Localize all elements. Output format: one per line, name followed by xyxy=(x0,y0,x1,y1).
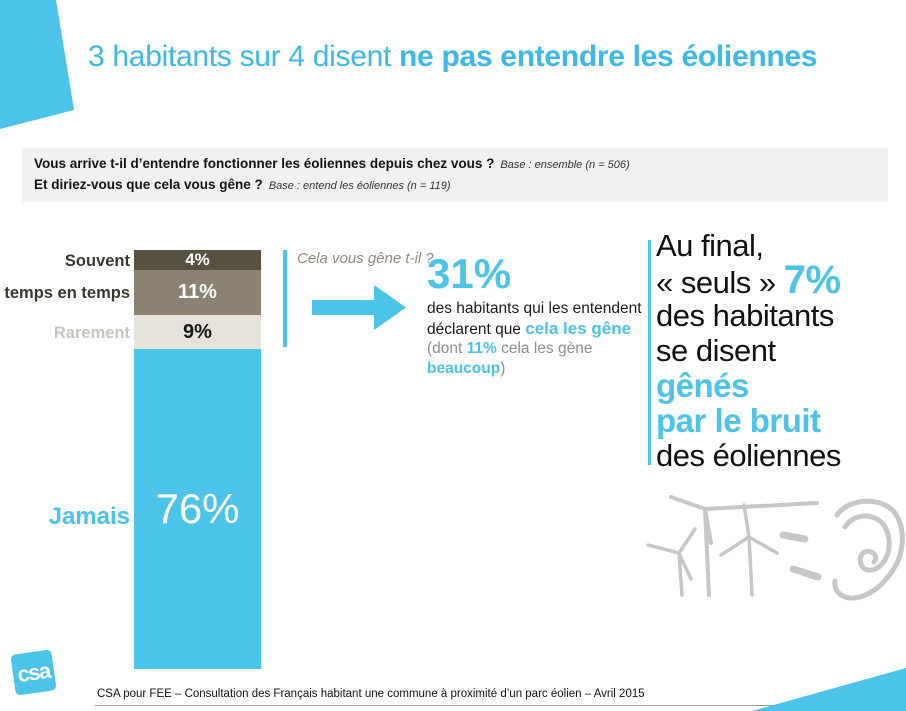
category-label-de-temps-en-temps: De temps en temps xyxy=(0,284,130,302)
csa-logo: csa xyxy=(10,649,57,696)
footer-divider xyxy=(95,705,906,706)
stat-11: 11% xyxy=(466,340,497,357)
conclusion-line-5: gênés xyxy=(656,367,749,404)
question-1: Vous arrive t-il d’entendre fonctionner … xyxy=(34,156,495,171)
divider-line-left xyxy=(283,250,287,347)
conclusion-line-1: Au final, xyxy=(656,228,764,263)
title-bold: ne pas entendre les éoliennes xyxy=(399,40,818,73)
sound-waves-icon xyxy=(779,531,822,581)
mid-line-3-pre: (dont xyxy=(427,340,467,357)
category-label-rarement: Rarement xyxy=(53,324,130,342)
category-label-souvent: Souvent xyxy=(64,252,130,270)
wind-turbines-ear-icon xyxy=(646,495,905,601)
bar-segment-de-temps-en-temps: 11% xyxy=(134,270,261,315)
question-2-base: Base : entend les éoliennes (n = 119) xyxy=(268,180,451,192)
mid-line-4: beaucoup) xyxy=(427,359,647,379)
bar-segment-jamais: 76% xyxy=(134,349,261,669)
conclusion-line-2: « seuls » 7% xyxy=(656,260,841,300)
ear-icon xyxy=(832,498,905,601)
conclusion-line-2-pre: « seuls » xyxy=(656,265,784,300)
stat-7: 7% xyxy=(783,258,841,302)
mid-line-4-highlight: beaucoup xyxy=(427,359,501,377)
question-line-1: Vous arrive t-il d’entendre fonctionner … xyxy=(34,155,888,173)
mid-line-2-highlight: cela les gêne xyxy=(525,318,632,338)
title-regular: 3 habitants sur 4 disent xyxy=(88,40,400,73)
wind-turbine-icon xyxy=(646,527,697,597)
question-1-base: Base : ensemble (n = 506) xyxy=(500,159,630,171)
right-arrow-icon xyxy=(312,285,406,330)
conclusion-line-4: se disent xyxy=(656,333,776,368)
stacked-bar: 4% 11% 9% 76% xyxy=(134,250,261,669)
question-line-2: Et diriez-vous que cela vous gêne ? Base … xyxy=(34,176,888,194)
bar-segment-souvent: 4% xyxy=(134,250,261,270)
divider-line-right xyxy=(648,240,651,465)
mid-line-3-post: cela les gène xyxy=(496,340,593,357)
category-label-jamais: Jamais xyxy=(48,503,130,530)
question-box: Vous arrive t-il d’entendre fonctionner … xyxy=(22,148,888,202)
bar-segment-rarement: 9% xyxy=(134,315,261,349)
conclusion-line-6: par le bruit xyxy=(656,402,821,439)
corner-accent-shape xyxy=(0,0,74,129)
conclusion-line-3: des habitants xyxy=(656,298,834,333)
mid-line-1: des habitants qui les entendent xyxy=(427,300,642,317)
conclusion-line-7: des éoliennes xyxy=(656,438,841,473)
page-title: 3 habitants sur 4 disent ne pas entendre… xyxy=(88,40,817,74)
mid-line-3: (dont 11% cela les gène xyxy=(427,339,647,359)
middle-question: Cela vous gêne t-il ? xyxy=(297,250,434,267)
mid-line-4-post: ) xyxy=(500,359,506,377)
wind-turbine-icon xyxy=(719,503,779,597)
question-2: Et diriez-vous que cela vous gêne ? xyxy=(34,177,263,192)
conclusion-block: Au final, « seuls » 7% des habitants se … xyxy=(656,228,841,473)
footer-source: CSA pour FEE – Consultation des Français… xyxy=(97,688,645,700)
middle-stat-block: 31% des habitants qui les entendent décl… xyxy=(427,252,647,407)
mid-line-2-pre: déclarent que xyxy=(427,320,526,338)
stat-31: 31% xyxy=(427,252,512,297)
middle-stat-text: des habitants qui les entendent déclaren… xyxy=(427,299,647,378)
mid-line-2: déclarent que cela les gêne xyxy=(427,319,647,340)
wind-turbine-icon xyxy=(669,495,819,597)
